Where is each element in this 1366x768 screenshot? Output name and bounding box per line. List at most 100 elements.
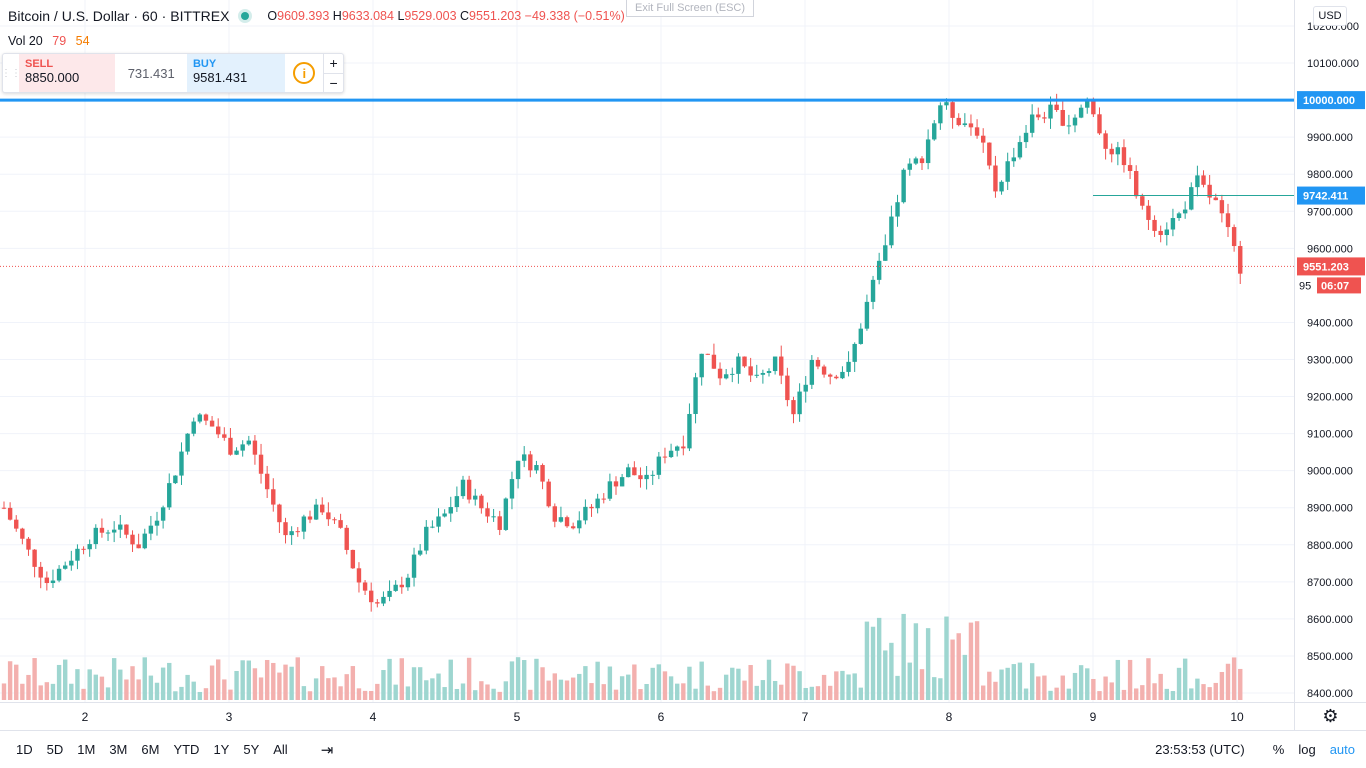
decrease-button[interactable]: −: [329, 74, 338, 91]
candle-body: [1158, 230, 1163, 236]
candle-body: [1011, 157, 1016, 162]
candle-body: [779, 356, 784, 376]
volume-bar: [1005, 667, 1010, 700]
exit-fullscreen-hint[interactable]: Exit Full Screen (ESC): [626, 0, 755, 17]
alert-price-label: 10000.000: [1303, 95, 1355, 107]
volume-bar: [528, 689, 533, 700]
volume-bar: [399, 658, 404, 700]
timeframe-3m[interactable]: 3M: [109, 742, 128, 757]
price-tick-label: 9900.000: [1307, 132, 1353, 144]
candle-body: [399, 584, 404, 588]
volume-bar: [540, 667, 545, 700]
candle-body: [485, 508, 490, 517]
candle-body: [1213, 197, 1218, 201]
timeframe-1d[interactable]: 1D: [16, 742, 33, 757]
candle-body: [271, 489, 276, 505]
candle-body: [26, 538, 31, 550]
candle-body: [1066, 125, 1072, 127]
volume-bar: [148, 675, 154, 700]
volume-bar: [956, 633, 961, 700]
partial-price-label: 95: [1299, 280, 1311, 292]
candle-body: [564, 517, 570, 527]
timeframe-all[interactable]: All: [273, 742, 288, 757]
volume-bar: [320, 666, 325, 700]
buy-button[interactable]: BUY 9581.431: [186, 54, 286, 92]
candle-body: [436, 516, 441, 527]
timeframe-5y[interactable]: 5Y: [243, 742, 260, 757]
candle-body: [723, 374, 729, 379]
volume-bar: [864, 621, 870, 700]
volume-bar: [63, 659, 68, 700]
auto-toggle[interactable]: auto: [1329, 742, 1355, 757]
exchange-label: BITTREX: [170, 8, 230, 24]
utc-clock[interactable]: 23:53:53 (UTC): [1155, 742, 1245, 757]
volume-bar: [705, 685, 710, 700]
volume-bar: [185, 674, 190, 700]
volume-bar: [589, 683, 594, 700]
volume-bar: [1195, 678, 1200, 700]
timeframe-1y[interactable]: 1Y: [213, 742, 230, 757]
price-tick-label: 9700.000: [1307, 206, 1353, 218]
volume-bar: [919, 669, 925, 700]
candle-body: [852, 343, 857, 362]
volume-bar: [197, 691, 203, 700]
volume-bar: [173, 691, 178, 700]
interval-label[interactable]: 60: [142, 8, 158, 24]
time-axis[interactable]: 2 3 4 5 6 7 8 9 10: [0, 702, 1294, 730]
volume-bar: [1207, 687, 1212, 700]
volume-bar: [1017, 662, 1023, 700]
candle-body: [387, 590, 392, 597]
time-tick-label: 4: [370, 710, 377, 724]
drag-handle-icon[interactable]: ⋮⋮: [1, 67, 21, 79]
symbol-name[interactable]: Bitcoin / U.S. Dollar: [8, 8, 130, 24]
volume-legend[interactable]: Vol 20 79 54: [8, 34, 90, 48]
price-tick-label: 9400.000: [1307, 317, 1353, 329]
candle-body: [1029, 114, 1035, 133]
candle-body: [320, 504, 325, 513]
price-axis[interactable]: 10200.000 10100.000 9900.000 9800.000 9700.0…: [1294, 0, 1366, 702]
log-toggle[interactable]: log: [1298, 742, 1316, 757]
chart-settings-gear-icon[interactable]: ⚙: [1294, 702, 1366, 730]
candle-body: [1048, 104, 1053, 119]
volume-bar: [1060, 675, 1065, 700]
timeframe-5d[interactable]: 5D: [46, 742, 64, 757]
volume-bar: [50, 683, 56, 700]
go-to-date-icon[interactable]: ⇥: [320, 741, 334, 759]
candle-body: [534, 465, 539, 471]
volume-bar: [75, 669, 80, 700]
candle-body: [454, 496, 460, 508]
volume-bar: [846, 674, 851, 700]
candle-body: [766, 371, 772, 373]
volume-bar: [644, 683, 649, 700]
chart-pane[interactable]: Bitcoin / U.S. Dollar · 60 · BITTREX O96…: [0, 0, 1294, 702]
candle-body: [1189, 187, 1194, 210]
volume-bar: [1170, 691, 1176, 700]
candle-body: [944, 102, 949, 106]
sell-button[interactable]: SELL 8850.000: [19, 54, 116, 92]
candle-body: [1140, 196, 1145, 206]
bottom-toolbar: 1D 5D 1M 3M 6M YTD 1Y 5Y All ⇥ 23:53:53 …: [0, 730, 1366, 768]
timeframe-ytd[interactable]: YTD: [173, 742, 200, 757]
candle-body: [448, 507, 453, 514]
candle-body: [497, 516, 502, 530]
candle-body: [295, 531, 300, 533]
candle-body: [1091, 100, 1096, 115]
candle-body: [93, 527, 98, 545]
timeframe-6m[interactable]: 6M: [141, 742, 160, 757]
currency-selector[interactable]: USD: [1313, 6, 1347, 26]
info-button[interactable]: i: [285, 54, 323, 92]
candle-body: [1109, 148, 1114, 155]
timeframe-1m[interactable]: 1M: [77, 742, 96, 757]
countdown-bg: [1317, 277, 1361, 294]
candle-body: [558, 517, 564, 522]
candle-body: [730, 373, 735, 375]
volume-bar: [442, 687, 447, 700]
volume-bar: [289, 666, 294, 700]
candle-body: [301, 516, 307, 532]
volume-bar: [154, 682, 160, 700]
volume-bar: [430, 678, 435, 700]
candle-body: [424, 526, 429, 551]
candlestick-chart[interactable]: [0, 0, 1294, 702]
percent-toggle[interactable]: %: [1272, 742, 1285, 757]
increase-button[interactable]: +: [324, 54, 343, 74]
